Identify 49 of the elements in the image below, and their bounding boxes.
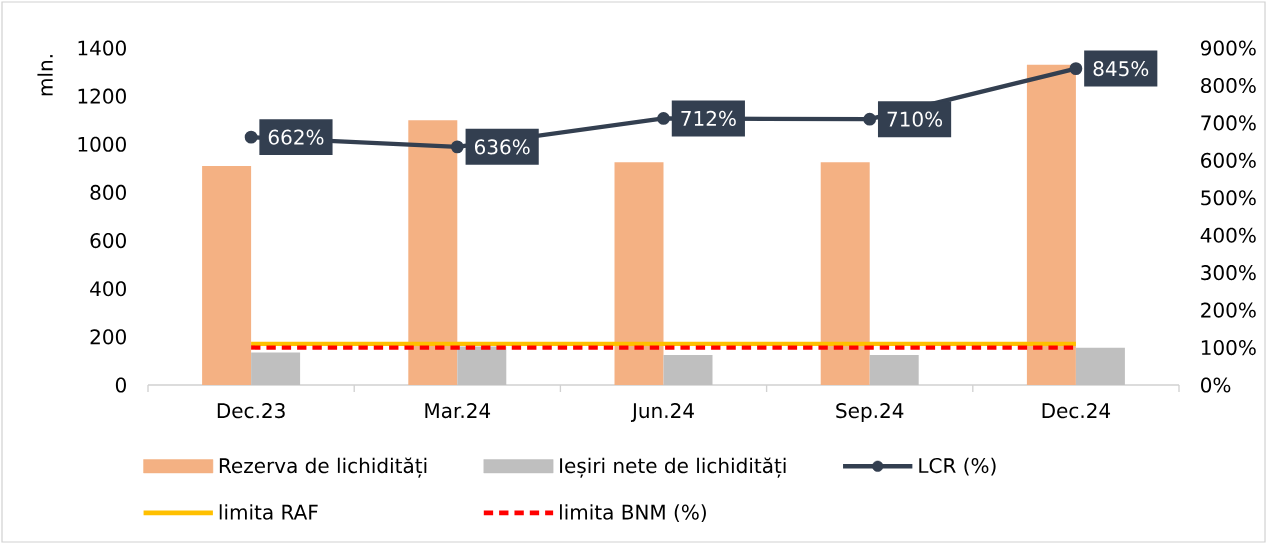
y-axis-title: mln. <box>37 55 53 96</box>
legend-label: limita BNM (%) <box>560 504 706 523</box>
legend-label: Ieșiri nete de lichidități <box>560 457 786 478</box>
point <box>450 140 464 154</box>
y-tick-label: 200 <box>90 329 126 345</box>
x-tick-label: Jun.24 <box>630 403 694 422</box>
y-tick-label: 1400 <box>78 40 126 56</box>
data-label: 662% <box>268 129 324 145</box>
point <box>1069 62 1083 76</box>
y2-tick-label: 100% <box>1201 339 1256 356</box>
data-label: 710% <box>887 111 943 127</box>
y2-tick-label: 500% <box>1201 190 1256 206</box>
bar <box>1026 64 1076 385</box>
y-tick-label: 0 <box>115 377 126 393</box>
bar <box>202 165 252 385</box>
y2-tick-label: 200% <box>1201 302 1256 318</box>
y2-tick-label: 900% <box>1200 40 1256 56</box>
y2-tick-label: 0% <box>1201 377 1231 393</box>
y-tick-label: 800 <box>90 184 126 200</box>
bar <box>457 346 507 385</box>
y-tick-label: 600 <box>90 233 126 249</box>
point <box>657 112 670 125</box>
legend-label: limita RAF <box>219 504 318 520</box>
legend-label: LCR (%) <box>919 457 996 476</box>
x-tick-label: Dec.24 <box>1042 403 1111 419</box>
x-tick-label: Mar.24 <box>425 403 491 419</box>
point <box>244 130 258 144</box>
bar <box>408 120 458 385</box>
y2-tick-label: 400% <box>1200 227 1256 243</box>
data-label: 845% <box>1093 61 1149 77</box>
legend-label: Rezerva de lichidități <box>219 457 427 478</box>
bar <box>614 162 664 385</box>
y2-tick-label: 300% <box>1201 265 1256 281</box>
y2-tick-label: 600% <box>1201 152 1256 168</box>
point <box>863 112 877 126</box>
y-tick-label: 1200 <box>78 88 126 104</box>
y-tick-label: 400 <box>90 281 126 297</box>
bar <box>663 354 713 385</box>
bar <box>1075 347 1125 385</box>
x-tick-label: Dec.23 <box>217 403 285 419</box>
y-tick-label: 1000 <box>78 136 126 152</box>
data-label: 636% <box>474 139 530 155</box>
data-label: 712% <box>681 110 736 126</box>
bar <box>820 162 870 385</box>
bar <box>869 354 919 385</box>
y2-tick-label: 800% <box>1201 77 1256 94</box>
bar <box>251 352 301 385</box>
y2-tick-label: 700% <box>1201 115 1256 131</box>
x-tick-label: Sep.24 <box>836 403 904 423</box>
